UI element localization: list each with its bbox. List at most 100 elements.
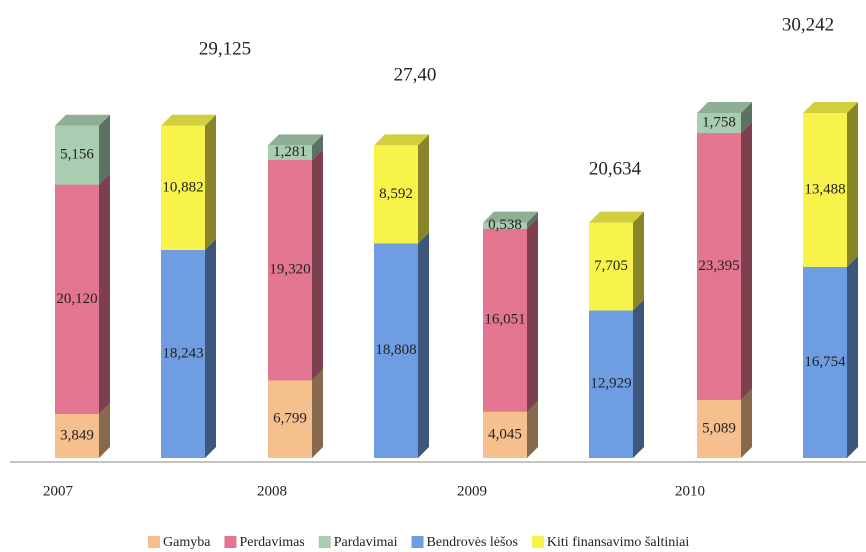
bar-segment [697, 102, 752, 134]
value-label: 6,799 [273, 411, 307, 427]
bar-segment [268, 134, 323, 161]
bar-face [589, 222, 633, 311]
bar-segment [268, 149, 323, 381]
bar-segment [374, 232, 429, 458]
bar-face [268, 134, 323, 146]
bar-face [483, 211, 538, 223]
legend-label: Bendrovės lėšos [427, 535, 518, 550]
value-label: 1,281 [273, 144, 307, 160]
value-label: 8,592 [379, 186, 413, 202]
bar-face [741, 102, 752, 134]
bar-face [589, 310, 633, 458]
value-label: 23,395 [698, 258, 739, 274]
bar-face [99, 403, 110, 458]
bar-face [697, 399, 741, 458]
bar-segment [268, 369, 323, 458]
bar-segment [374, 134, 429, 244]
bar-face [697, 102, 752, 113]
bar-face [374, 134, 429, 146]
bar-segment [55, 173, 110, 415]
bar-segment [55, 114, 110, 185]
bar-face [527, 217, 538, 412]
x-tick-label: 2008 [257, 483, 287, 499]
bar-face [633, 299, 644, 458]
value-label: 16,754 [804, 354, 846, 370]
bar-face [697, 113, 741, 134]
legend-label: Pardavimai [334, 535, 398, 550]
bar-face [803, 266, 847, 458]
bar-face [803, 102, 858, 113]
value-label: 5,089 [702, 420, 736, 436]
bar-segment [483, 211, 538, 229]
x-tick-label: 2007 [43, 483, 74, 499]
bar-face [741, 122, 752, 400]
value-label: 0,538 [488, 217, 522, 233]
bar-face [418, 232, 429, 458]
value-label: 18,808 [375, 342, 416, 358]
bar-face [55, 184, 99, 415]
bar-face [697, 133, 741, 400]
total-label: 27,40 [394, 64, 437, 85]
legend-swatch [148, 536, 160, 548]
bar-face [374, 145, 418, 244]
bar-segment [697, 122, 752, 400]
legend-label: Kiti finansavimo šaltiniai [547, 535, 689, 550]
bar-face [312, 369, 323, 458]
legend-swatch [531, 536, 544, 548]
legend-label: Perdavimas [239, 535, 304, 550]
value-label: 19,320 [269, 262, 310, 278]
bar-face [312, 134, 323, 161]
bar-face [527, 400, 538, 458]
x-tick-label: 2010 [675, 483, 705, 499]
bar-face [483, 228, 527, 412]
bar-segment [589, 211, 644, 311]
bar-segment [161, 238, 216, 458]
value-label: 5,156 [60, 147, 94, 163]
bar-face [268, 145, 312, 161]
total-label: 20,634 [589, 158, 642, 179]
value-label: 12,929 [590, 376, 631, 392]
legend-swatch [318, 536, 331, 548]
value-label: 18,243 [162, 345, 203, 361]
legend-swatch [224, 536, 237, 548]
bar-segment [161, 114, 216, 250]
bar-segment [483, 217, 538, 412]
bar-face [55, 125, 99, 185]
bar-face [741, 388, 752, 458]
bar-segment [803, 255, 858, 458]
value-label: 16,051 [484, 312, 525, 328]
value-label: 3,849 [60, 427, 94, 443]
bar-face [312, 149, 323, 381]
bar-face [205, 238, 216, 458]
legend-label: Gamyba [163, 535, 211, 550]
bar-face [55, 414, 99, 458]
value-label: 1,758 [702, 114, 736, 130]
value-label: 10,882 [162, 179, 203, 195]
value-label: 20,120 [56, 291, 97, 307]
bar-face [483, 222, 527, 229]
bar-segment [483, 400, 538, 458]
bar-face [99, 114, 110, 185]
bar-face [527, 211, 538, 229]
bar-face [205, 114, 216, 250]
bar-face [418, 134, 429, 244]
total-label: 30,242 [782, 14, 834, 35]
x-tick-label: 2009 [457, 483, 487, 499]
bar-face [847, 255, 858, 458]
bar-face [161, 114, 216, 126]
bar-face [374, 243, 418, 458]
bar-face [483, 411, 527, 458]
bar-segment [55, 403, 110, 458]
value-label: 4,045 [488, 426, 522, 442]
bar-face [161, 125, 205, 250]
bar-face [803, 113, 847, 267]
bar-segment [697, 388, 752, 458]
bar-segment [803, 102, 858, 267]
bar-face [268, 160, 312, 381]
bar-face [55, 114, 110, 126]
total-label: 29,125 [199, 38, 251, 59]
bar-face [847, 102, 858, 267]
bar-segment [589, 299, 644, 458]
bar-face [589, 211, 644, 223]
